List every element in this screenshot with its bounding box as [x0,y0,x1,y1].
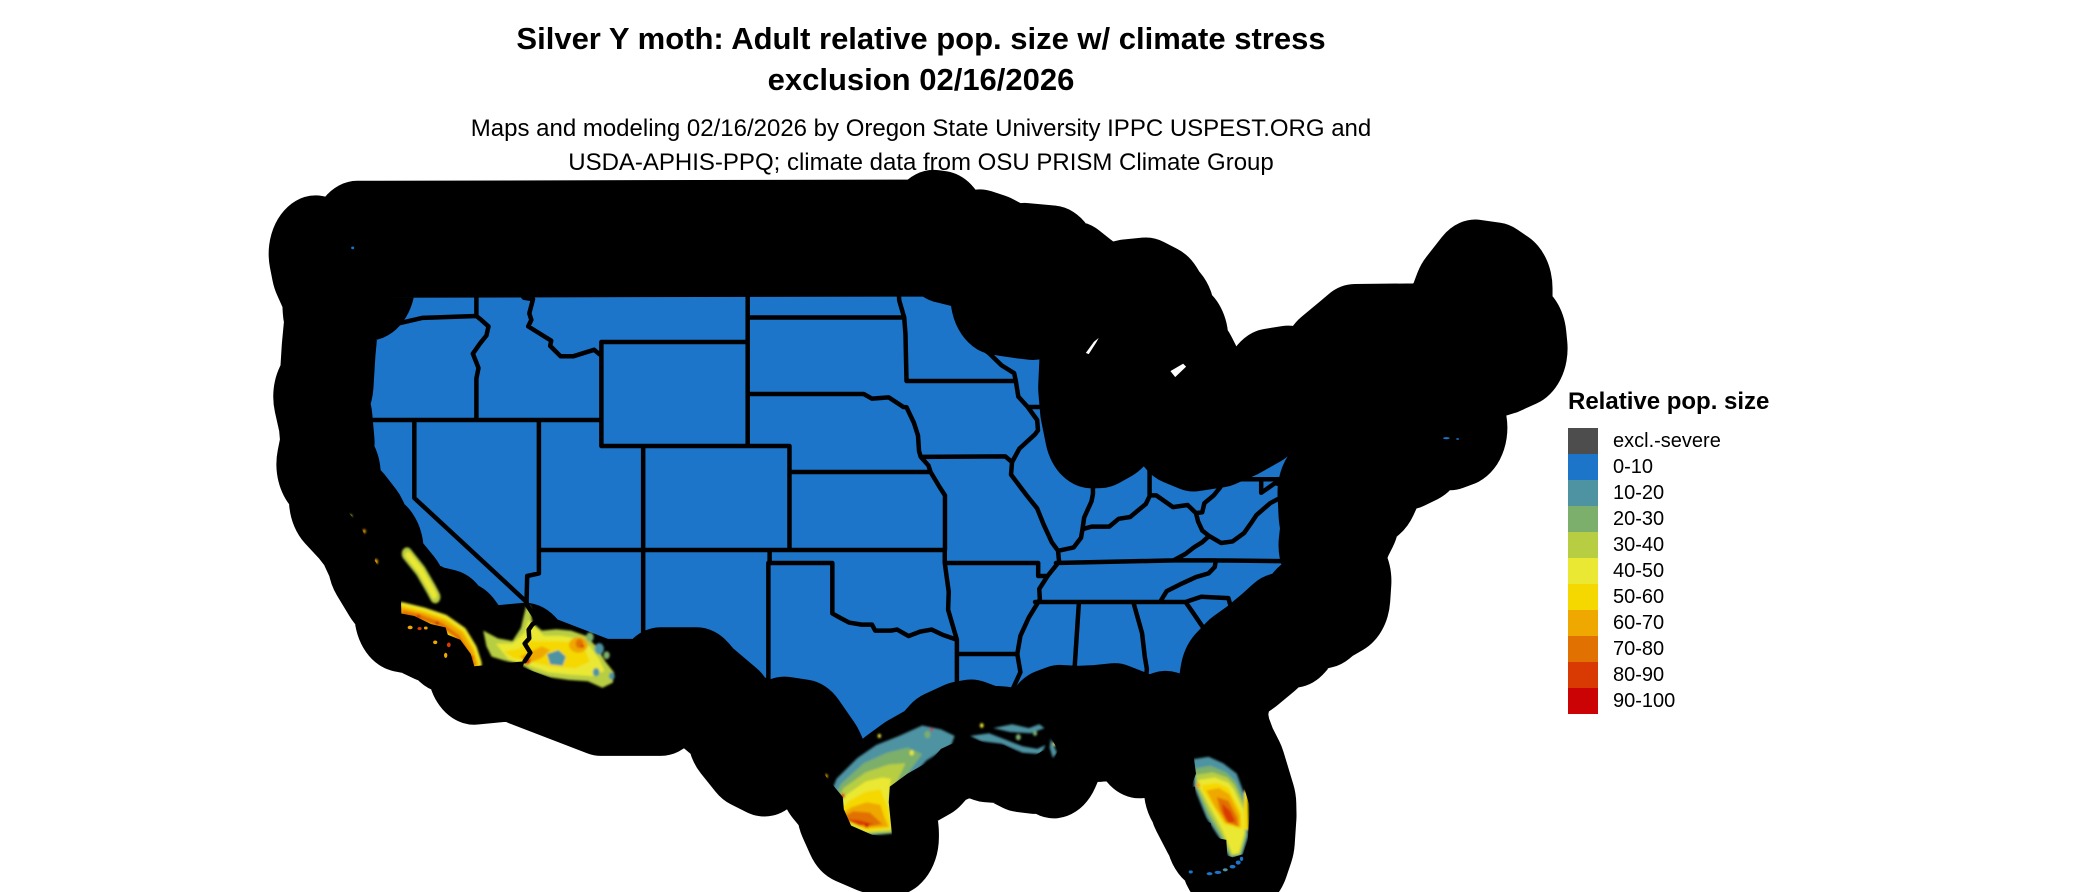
hotspot-delta-teal [1049,738,1057,758]
florida-keys-island [1229,864,1236,869]
florida-keys-island [1222,868,1228,872]
legend-row: 60-70 [1568,610,1868,636]
legend-swatch-80-90 [1568,662,1598,688]
channel-island [417,626,422,631]
florida-keys-island [1235,860,1241,865]
florida-keys-island [1188,870,1193,874]
legend-swatch-70-80 [1568,636,1598,662]
legend-label: 40-50 [1613,560,1665,582]
hotspot-texas-yellow-speck1 [909,750,914,756]
legend-row: 90-100 [1568,688,1868,714]
hotspot-tampa-orange-speck [1195,782,1201,788]
hotspot-louisiana-green-speck2 [1032,730,1038,736]
saginaw-bay [1168,362,1189,380]
legend-row: 70-80 [1568,636,1868,662]
hotspot-louisiana-green-speck1 [1015,734,1021,741]
hotspot-louisiana-yellow-speck1 [979,723,984,728]
channel-island [433,640,438,645]
marthas-vineyard [1442,436,1451,441]
legend-label: excl.-severe [1613,430,1721,452]
legend-label: 50-60 [1613,586,1665,608]
legend-label: 80-90 [1613,664,1665,686]
hotspot-louisiana-teal [970,733,1046,755]
legend-title: Relative pop. size [1568,388,1770,415]
legend-label: 90-100 [1613,690,1676,712]
legend-swatch-10-20 [1568,480,1598,506]
hotspot-tucson-teal-speck [608,672,615,680]
legend-label: 10-20 [1613,482,1665,504]
offshore-islands [350,246,1460,876]
hotspot-phoenix-darkorange [575,638,584,649]
legend-label: 60-70 [1613,612,1665,634]
legend-swatch-0-10 [1568,454,1598,480]
channel-island [443,652,448,658]
legend-label: 0-10 [1613,456,1654,478]
florida-keys-island [1206,872,1213,876]
green-bay [1083,331,1104,356]
map-legend: Relative pop. size excl.-severe 0-10 10-… [1568,388,1868,714]
hotspot-florida-redorange [1222,803,1236,823]
hotspot-texas-red-speck [865,823,869,828]
legend-label: 20-30 [1613,508,1665,530]
legend-row: 0-10 [1568,454,1868,480]
legend-swatch-90-100 [1568,688,1598,714]
hotspot-houston-teal [916,728,946,743]
legend-row: 80-90 [1568,662,1868,688]
hotspot-arizona-green-speck1 [586,632,594,642]
figure-title-line2: exclusion 02/16/2026 [767,62,1075,97]
legend-swatch-60-70 [1568,610,1598,636]
legend-swatch-50-60 [1568,584,1598,610]
figure-title-line1: Silver Y moth: Adult relative pop. size … [516,21,1326,56]
legend-row: 10-20 [1568,480,1868,506]
hotspot-phoenix-red-speck [581,644,584,648]
hotspot-central-valley-yellow [405,551,437,599]
legend-swatch-30-40 [1568,532,1598,558]
legend-swatch-40-50 [1568,558,1598,584]
legend-row: 50-60 [1568,584,1868,610]
legend-row: excl.-severe [1568,428,1868,454]
hotspot-arizona-teal-patch [547,650,566,666]
puget-sound-detail [360,254,366,280]
hotspot-arizona-teal-speck1 [594,643,604,655]
hotspot-arizona-green-speck2 [603,651,610,660]
figure-header: Silver Y moth: Adult relative pop. size … [270,18,1572,180]
hotspot-texas-yellow-speck2 [877,733,882,738]
channel-island [423,626,428,630]
hotspot-socal-red-speck2 [435,620,439,625]
hotspot-south-texas-darkorange [841,811,883,827]
legend-label: 70-80 [1613,638,1665,660]
channel-island [407,625,413,630]
florida-keys-island [1239,856,1244,861]
legend-swatch-20-30 [1568,506,1598,532]
legend-row: 40-50 [1568,558,1868,584]
figure-subtitle-line1: Maps and modeling 02/16/2026 by Oregon S… [470,115,1372,142]
channel-island [446,642,451,648]
figure-subtitle-line2: USDA-APHIS-PPQ; climate data from OSU PR… [568,149,1274,176]
hotspot-sf-orange-speck [362,529,366,534]
hotspot-louisiana-teal2 [993,724,1045,734]
hotspot-arizona-teal-speck2 [592,668,600,677]
legend-label: 30-40 [1613,534,1665,556]
hotspot-houston-green-speck [924,730,931,739]
san-juan-island [350,246,355,251]
figure-subtitle: Maps and modeling 02/16/2026 by Oregon S… [270,112,1572,180]
legend-row: 20-30 [1568,506,1868,532]
hotspot-houston-red-speck [930,727,933,731]
florida-keys-island [1214,870,1222,874]
legend-row: 30-40 [1568,532,1868,558]
state-borders [325,238,1443,737]
legend-swatch-excluded [1568,428,1598,454]
nantucket [1455,437,1460,441]
